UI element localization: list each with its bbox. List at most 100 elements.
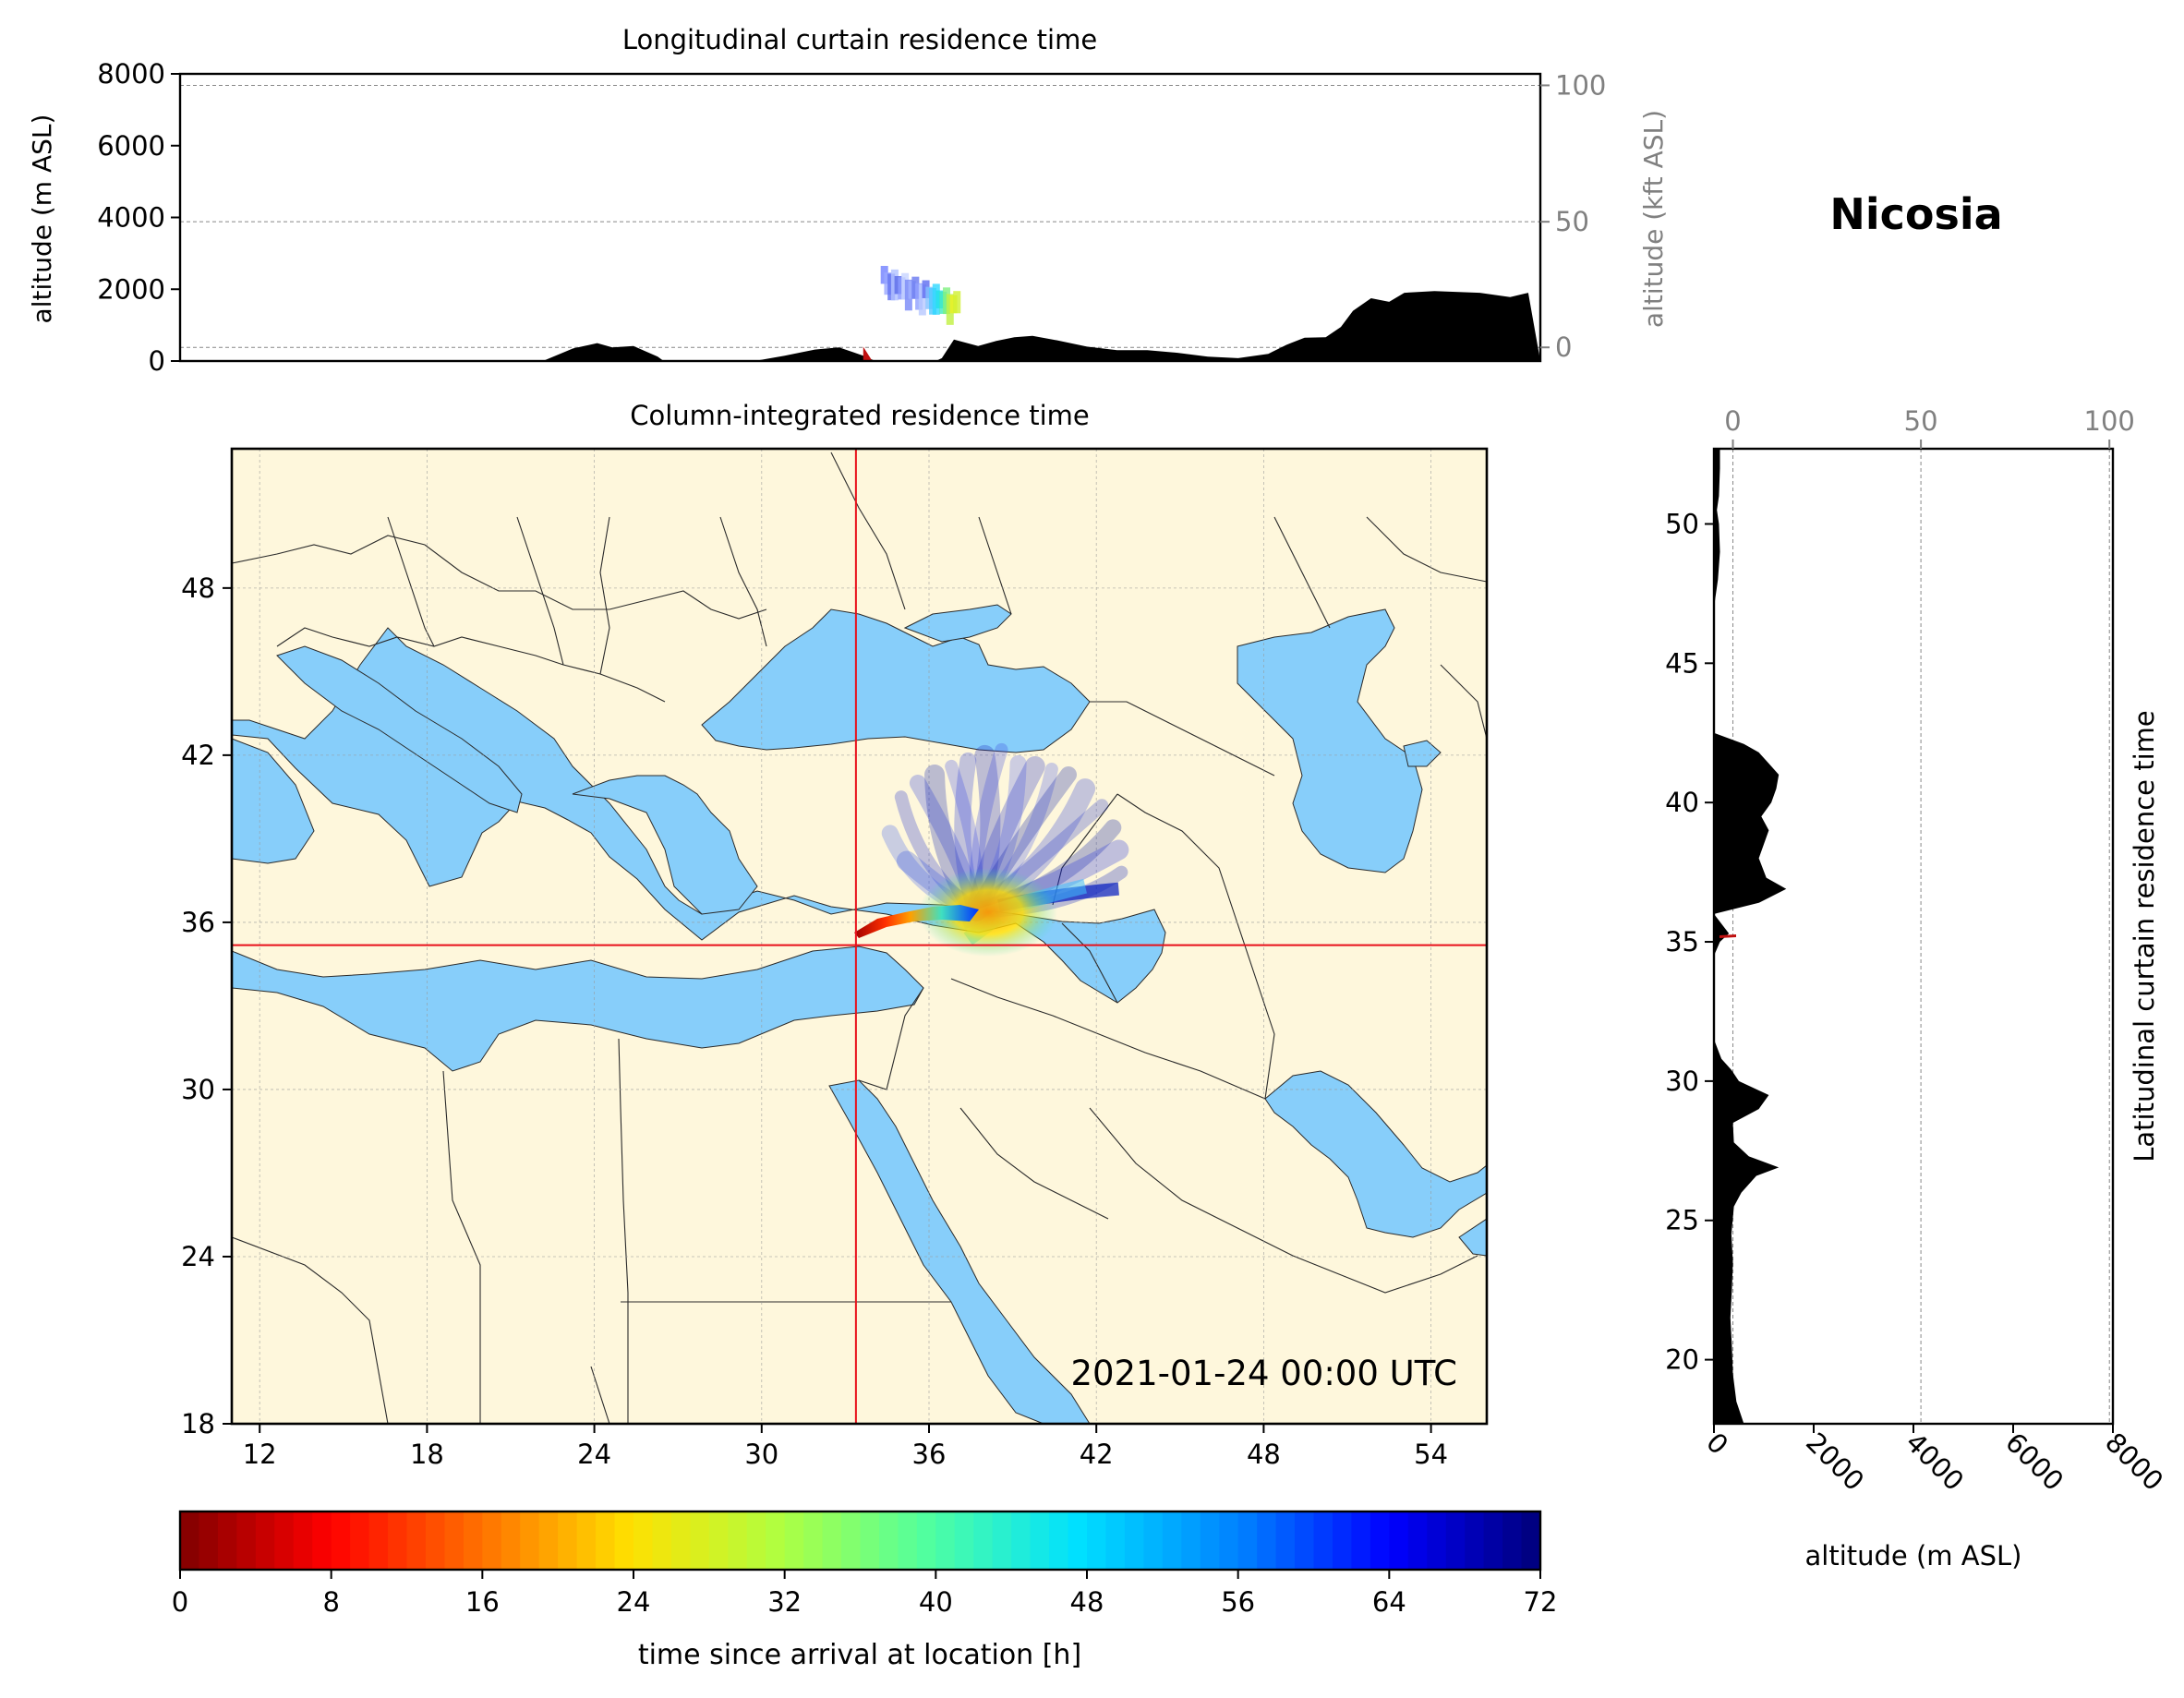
map-x-tick-label: 42 <box>1080 1439 1114 1470</box>
colorbar-block <box>1427 1511 1447 1570</box>
colorbar-block <box>1351 1511 1371 1570</box>
map-x-tick-label: 54 <box>1414 1439 1448 1470</box>
colorbar-block <box>274 1511 295 1570</box>
colorbar-block <box>1105 1511 1126 1570</box>
side-panel-frame <box>1712 447 2115 1426</box>
plume-core <box>919 868 1057 957</box>
map-y-tick-label: 36 <box>181 907 215 938</box>
colorbar-block <box>841 1511 862 1570</box>
colorbar-block <box>1030 1511 1050 1570</box>
colorbar-block <box>1465 1511 1485 1570</box>
colorbar-block <box>746 1511 766 1570</box>
side-panel-x-tick-top-label: 50 <box>1904 405 1938 437</box>
side-panel-y-tick-label: 25 <box>1665 1205 1699 1236</box>
colorbar-block <box>1313 1511 1333 1570</box>
side-panel-x-tick-label: 2000 <box>1800 1427 1870 1497</box>
timestamp-label: 2021-01-24 00:00 UTC <box>1070 1354 1457 1393</box>
colorbar-block <box>1087 1511 1107 1570</box>
map-y-tick-label: 18 <box>181 1408 215 1439</box>
colorbar-block <box>538 1511 559 1570</box>
map-y-tick-label: 48 <box>181 572 215 604</box>
colorbar-block <box>444 1511 465 1570</box>
map-gridlines <box>232 449 1487 1424</box>
side-panel-x-tick-top-label: 100 <box>2084 405 2135 437</box>
map-x-tick-label: 12 <box>243 1439 277 1470</box>
plume-tail <box>854 905 979 938</box>
top-panel-y-tick-label: 4000 <box>97 202 165 234</box>
colorbar-block <box>860 1511 880 1570</box>
colorbar-block <box>1521 1511 1541 1570</box>
map-seas <box>232 604 1487 1424</box>
side-panel-gridlines <box>1732 449 2110 1424</box>
top-panel-title: Longitudinal curtain residence time <box>622 24 1097 55</box>
top-panel-red-mark <box>863 346 873 361</box>
colorbar-tick-label: 32 <box>767 1586 802 1618</box>
map-y-tick-label: 42 <box>181 740 215 771</box>
persian-gulf <box>1264 1070 1487 1238</box>
side-panel-x-tick-label: 6000 <box>1999 1427 2069 1497</box>
colorbar-tick-label: 64 <box>1372 1586 1406 1618</box>
map-panel: Column-integrated residence time <box>181 400 1489 1470</box>
side-panel-y-ticks: 20 25 30 35 40 45 50 <box>1665 508 1714 1376</box>
colorbar-block <box>425 1511 446 1570</box>
map-x-ticks: 12 18 24 30 36 42 48 54 <box>243 1424 1448 1470</box>
colorbar-block <box>803 1511 824 1570</box>
colorbar-block <box>652 1511 672 1570</box>
residence-time-plume <box>854 742 1129 957</box>
map-y-tick-label: 30 <box>181 1074 215 1105</box>
colorbar-block <box>633 1511 654 1570</box>
colorbar-block <box>1389 1511 1409 1570</box>
colorbar-tick-label: 16 <box>465 1586 500 1618</box>
colorbar-tick-label: 40 <box>919 1586 953 1618</box>
colorbar-tick-label: 8 <box>322 1586 339 1618</box>
map-y-tick-label: 24 <box>181 1241 215 1272</box>
colorbar-block <box>916 1511 936 1570</box>
side-panel-x-tick-label: 0 <box>1700 1427 1734 1461</box>
colorbar-block <box>935 1511 956 1570</box>
top-panel-y-tick-label: 2000 <box>97 273 165 305</box>
colorbar-block <box>1275 1511 1296 1570</box>
colorbar-block <box>614 1511 634 1570</box>
top-panel-trajectory-band <box>880 265 961 325</box>
colorbar-block <box>1237 1511 1258 1570</box>
colorbar-tick-label: 72 <box>1524 1586 1558 1618</box>
colorbar-block <box>293 1511 313 1570</box>
colorbar-block <box>520 1511 540 1570</box>
colorbar-tick-label: 56 <box>1221 1586 1255 1618</box>
colorbar-block <box>255 1511 275 1570</box>
side-panel-y-tick-label: 50 <box>1665 508 1699 539</box>
colorbar-label: time since arrival at location [h] <box>638 1639 1081 1671</box>
top-panel-terrain-area <box>180 291 1540 361</box>
colorbar-block <box>558 1511 578 1570</box>
side-panel-red-mark <box>1719 934 1736 938</box>
colorbar-tick-label: 24 <box>617 1586 651 1618</box>
colorbar-tick-label: 48 <box>1070 1586 1104 1618</box>
colorbar-block <box>690 1511 710 1570</box>
side-panel-title: Latitudinal curtain residence time <box>2129 710 2160 1162</box>
side-panel-y-tick-label: 40 <box>1665 787 1699 818</box>
colorbar-block <box>822 1511 842 1570</box>
map-x-tick-label: 30 <box>744 1439 778 1470</box>
colorbar-block <box>1295 1511 1315 1570</box>
top-panel-ylabel: altitude (m ASL) <box>27 114 57 324</box>
top-panel-ylabel-right: altitude (kft ASL) <box>1638 110 1669 328</box>
map-x-tick-label: 48 <box>1247 1439 1281 1470</box>
colorbar-block <box>1257 1511 1277 1570</box>
map-y-ticks: 18 24 30 36 42 48 <box>181 572 232 1439</box>
colorbar-block <box>482 1511 502 1570</box>
colorbar-block <box>331 1511 351 1570</box>
colorbar-block <box>1445 1511 1466 1570</box>
side-panel-x-tick-top-label: 0 <box>1724 405 1741 437</box>
tyrrhenian-sea <box>232 738 315 864</box>
colorbar-block <box>1219 1511 1239 1570</box>
top-panel-y-tick-right-label: 100 <box>1555 69 1606 101</box>
side-panel-y-tick-label: 30 <box>1665 1066 1699 1097</box>
colorbar-frame <box>178 1510 1542 1572</box>
colorbar-block <box>217 1511 237 1570</box>
colorbar-block <box>406 1511 427 1570</box>
top-panel-y-tick-label: 6000 <box>97 130 165 162</box>
colorbar-block <box>670 1511 691 1570</box>
colorbar-blocks <box>180 1511 1541 1570</box>
side-panel-x-tick-label: 4000 <box>1900 1427 1970 1497</box>
colorbar-block <box>236 1511 257 1570</box>
